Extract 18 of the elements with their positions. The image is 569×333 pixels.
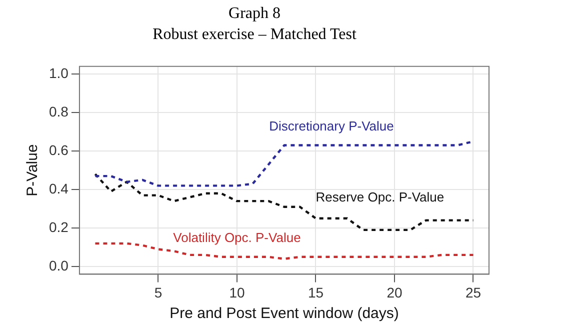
- y-tick-label: 0.0: [48, 257, 69, 274]
- series-label: Volatility Opc. P-Value: [173, 230, 301, 245]
- series-label: Discretionary P-Value: [269, 118, 394, 134]
- x-tick-label: 5: [154, 284, 162, 300]
- y-axis-title: P-Value: [24, 144, 42, 196]
- y-tick-label: 0.6: [48, 142, 69, 158]
- x-tick-label: 10: [229, 284, 245, 300]
- series-label: Reserve Opc. P-Value: [316, 189, 444, 204]
- x-tick-label: 20: [386, 284, 402, 300]
- y-tick-label: 0.4: [48, 180, 69, 196]
- x-tick-label: 25: [465, 284, 482, 300]
- y-tick-label: 1.0: [48, 64, 69, 81]
- chart-subtitle: Robust exercise – Matched Test: [152, 26, 357, 44]
- y-tick-label: 0.2: [48, 218, 69, 235]
- x-tick-label: 15: [308, 284, 324, 300]
- y-tick-label: 0.8: [48, 103, 69, 120]
- x-axis-title: Pre and Post Event window (days): [170, 305, 399, 322]
- chart-title: Graph 8: [228, 4, 280, 22]
